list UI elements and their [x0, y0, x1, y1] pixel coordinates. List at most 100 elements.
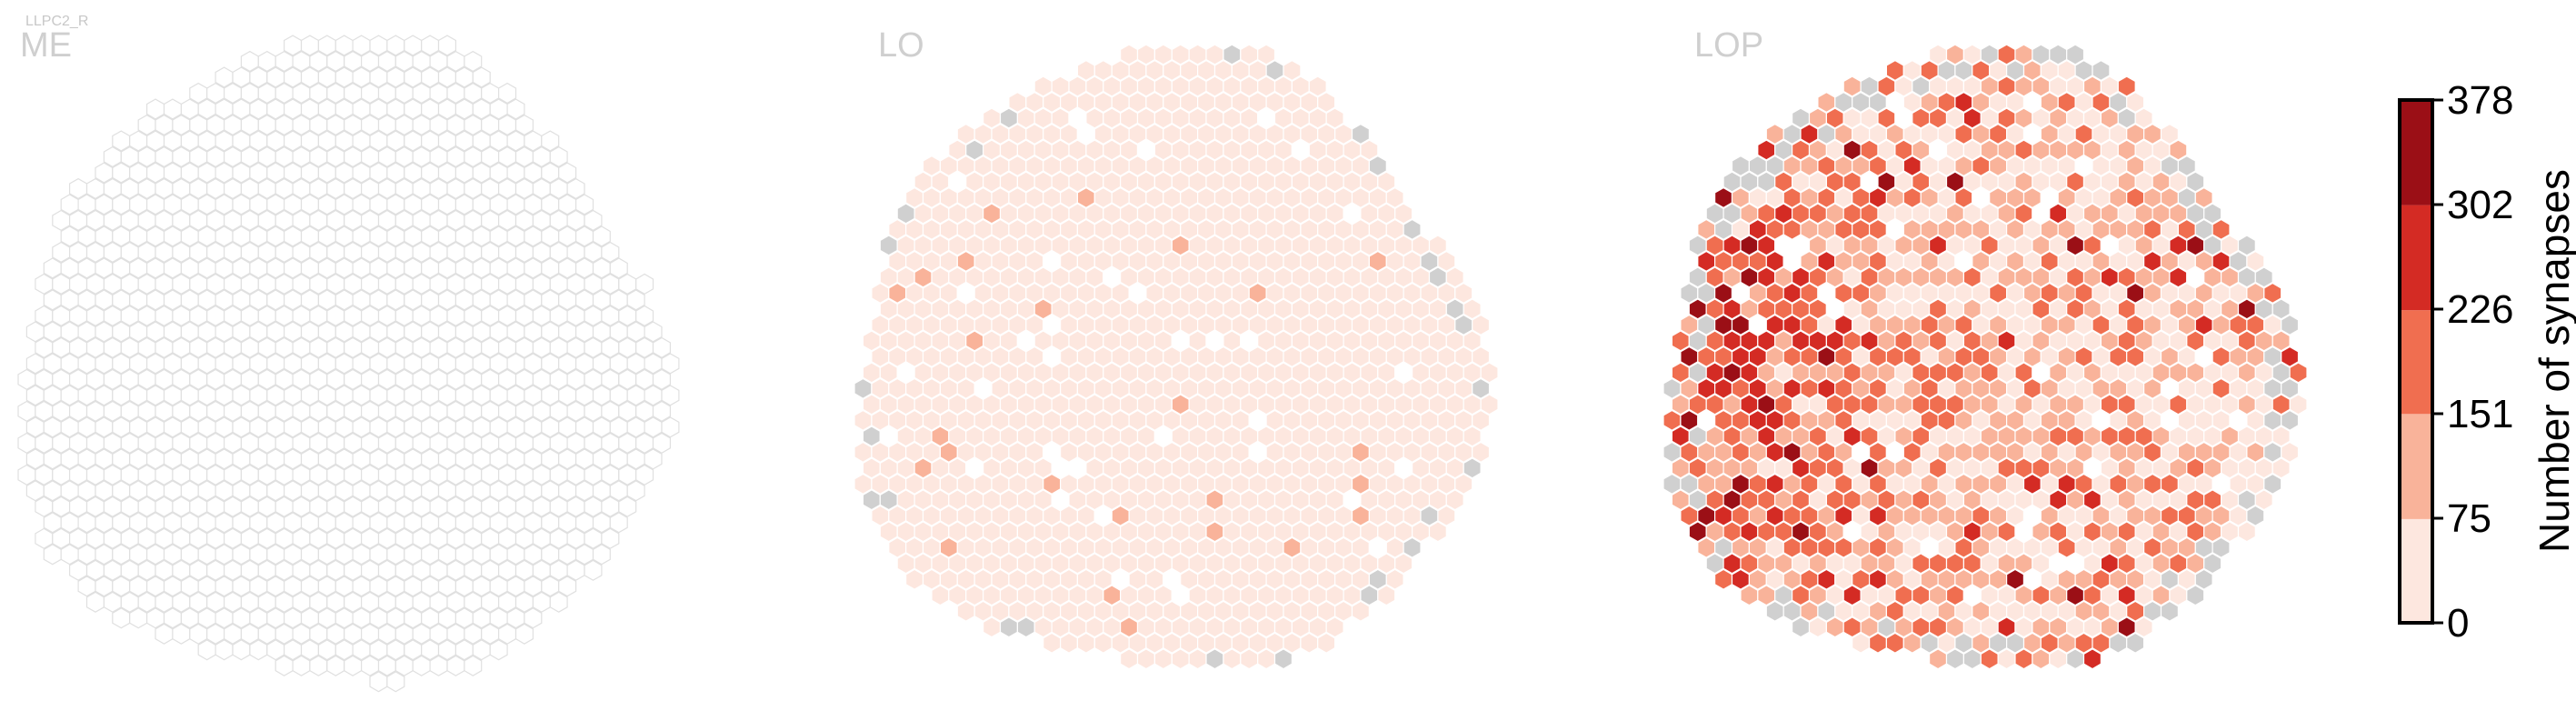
hex-cell: [652, 432, 672, 454]
hex-cell: [1437, 250, 1456, 272]
hex-cell: [275, 655, 294, 676]
hex-cell: [446, 655, 465, 676]
hex-cell: [635, 305, 654, 326]
hex-cell: [1317, 632, 1336, 654]
hex-cell: [1454, 282, 1473, 304]
hex-cell: [369, 671, 388, 693]
hex-cell: [592, 225, 611, 247]
hex-cell: [326, 655, 345, 676]
hex-cell: [558, 162, 577, 184]
hex-cell: [609, 257, 628, 279]
hex-cell: [644, 321, 663, 343]
hex-cell: [524, 607, 543, 629]
hex-cell: [1153, 648, 1173, 670]
hex-cell: [574, 194, 594, 215]
hex-cell: [2066, 648, 2085, 670]
hex-cell: [1980, 648, 1999, 670]
panel-lop: LOP: [1662, 26, 2308, 670]
hex-cell: [437, 35, 456, 56]
hex-cell: [1308, 75, 1327, 97]
hex-cell: [2246, 505, 2265, 526]
hex-cell: [129, 607, 148, 629]
hex-cell: [2117, 75, 2136, 97]
hex-cell: [549, 145, 568, 168]
hex-cell: [1929, 648, 1948, 670]
hex-cell: [1463, 426, 1482, 447]
hex-cell: [2177, 155, 2196, 177]
hex-cell: [2092, 59, 2111, 82]
hex-cell: [43, 544, 62, 566]
colorbar-bin: [2400, 205, 2432, 311]
hex-cell: [1076, 632, 1095, 654]
hex-cell: [584, 559, 603, 581]
hex-cell: [2289, 362, 2308, 384]
hex-cell: [2169, 139, 2188, 161]
hex-cell: [999, 616, 1019, 638]
hex-cell: [1325, 616, 1344, 638]
hex-cell: [2082, 648, 2102, 670]
colorbar-bin: [2400, 414, 2432, 519]
hex-cell: [584, 209, 603, 231]
hex-cell: [514, 114, 534, 136]
hex-cell: [1016, 616, 1035, 638]
hex-cell: [1385, 186, 1404, 209]
hex-cell: [1136, 648, 1156, 670]
hex-cell: [2246, 250, 2265, 272]
hex-cell: [472, 66, 491, 88]
hex-cell: [1428, 235, 1447, 256]
hex-cell: [1428, 521, 1447, 543]
hex-cell: [1852, 632, 1871, 654]
hex-cell: [2271, 298, 2291, 320]
hex-cell: [232, 639, 251, 661]
hex-cell: [386, 671, 405, 693]
hex-cell: [592, 544, 611, 566]
hex-cell: [1403, 218, 1422, 240]
hex-cell: [112, 607, 131, 629]
hex-cell: [1472, 314, 1491, 335]
hex-cell: [85, 591, 105, 613]
hex-cell: [2186, 171, 2205, 193]
hex-cell: [1377, 585, 1396, 606]
hex-cell: [982, 616, 1002, 638]
hex-cell: [1171, 648, 1190, 670]
hex-cell: [412, 655, 431, 676]
hex-cell: [601, 241, 620, 263]
hex-cell: [2281, 314, 2300, 335]
hex-cell: [1808, 616, 1828, 638]
hex-cell: [549, 591, 568, 613]
hex-cell: [1300, 632, 1319, 654]
hex-cell: [2281, 441, 2300, 463]
hex-cell: [489, 639, 508, 661]
hex-cell: [2194, 186, 2213, 209]
hex-cell: [626, 480, 645, 502]
hex-cell: [2237, 521, 2256, 543]
hex-cell: [2271, 426, 2291, 447]
panel-title-me: ME: [20, 26, 72, 65]
hex-cell: [1273, 648, 1293, 670]
hex-cell: [1997, 648, 2016, 670]
hex-cell: [1740, 585, 1759, 606]
hex-cell: [2281, 409, 2300, 431]
hex-cell: [2032, 648, 2051, 670]
hex-cell: [652, 400, 672, 422]
colorbar: 0 75 151 226 302 378 Number of synapses: [2398, 78, 2576, 646]
panel-me: ME: [17, 26, 680, 693]
hex-cell: [1394, 203, 1413, 225]
hex-cell: [1043, 632, 1062, 654]
colorbar-tick-label: 226: [2447, 287, 2513, 332]
hex-cell: [2194, 568, 2213, 590]
colorbar-bin: [2400, 310, 2432, 415]
hex-cell: [1480, 394, 1499, 416]
hex-cell: [2271, 330, 2291, 352]
hex-cell: [1394, 553, 1413, 575]
hex-cell: [2271, 457, 2291, 479]
hex-cell: [541, 130, 560, 152]
hex-cell: [1205, 648, 1224, 670]
hex-cell: [1377, 171, 1396, 193]
hex-grid-lop: [1662, 44, 2308, 670]
hex-cell: [1962, 648, 1982, 670]
hex-cell: [2160, 123, 2179, 145]
hex-cell: [1463, 330, 1482, 352]
colorbar-label: Number of synapses: [2531, 169, 2576, 553]
